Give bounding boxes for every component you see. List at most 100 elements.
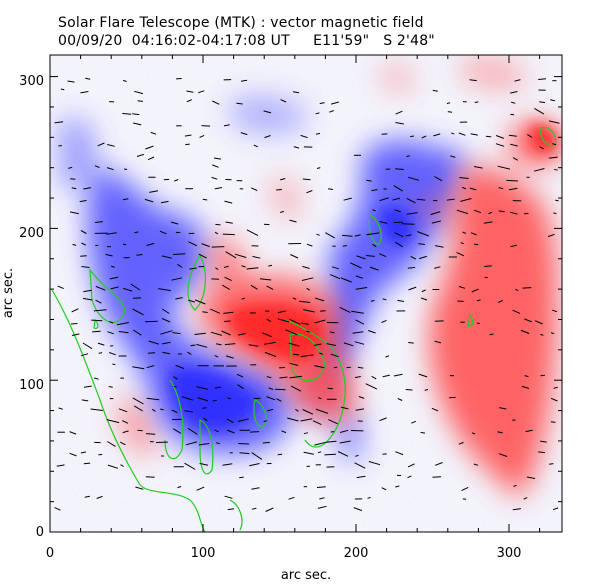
field-vector: [352, 331, 364, 334]
field-vector: [223, 311, 234, 314]
field-vector: [510, 91, 518, 94]
field-vector: [214, 354, 219, 358]
field-vector: [431, 407, 439, 412]
field-vector: [473, 209, 482, 214]
x-tick-0: 0: [46, 546, 54, 561]
field-vector: [401, 223, 415, 225]
field-vector: [250, 284, 258, 290]
field-vector: [83, 289, 92, 293]
field-vector: [525, 429, 533, 433]
field-vector: [136, 153, 144, 157]
field-vector: [160, 330, 173, 335]
field-vector: [379, 197, 389, 202]
field-vector: [119, 441, 126, 446]
field-vector: [159, 230, 167, 235]
field-vector: [238, 333, 246, 336]
plot-frame: [49, 54, 563, 533]
field-vector: [69, 211, 79, 215]
field-vector: [212, 100, 220, 105]
field-vector: [317, 505, 327, 509]
field-vector: [397, 299, 405, 302]
field-vector: [339, 306, 351, 314]
field-vector: [122, 113, 132, 115]
field-vector: [72, 243, 77, 246]
field-vector: [327, 387, 333, 390]
field-vector: [274, 388, 286, 391]
field-vector: [187, 427, 198, 435]
field-vector: [94, 165, 100, 168]
field-vector: [109, 352, 116, 356]
x-tick-200: 200: [344, 546, 369, 561]
field-vector: [91, 319, 103, 322]
field-vector: [185, 441, 198, 446]
field-vector: [356, 475, 366, 479]
field-vector: [222, 463, 233, 466]
field-vector: [329, 331, 335, 334]
field-vector: [213, 157, 221, 160]
field-vector: [319, 352, 324, 355]
field-vector: [393, 373, 403, 377]
field-vectors: [54, 77, 560, 512]
field-vector: [524, 318, 532, 323]
y-tick-100: 100: [19, 378, 44, 393]
field-vector: [130, 283, 141, 291]
field-vector: [302, 409, 314, 415]
field-vector: [107, 441, 116, 447]
field-vector: [469, 79, 477, 82]
axis-ticks: [49, 55, 562, 533]
field-vector: [203, 417, 208, 422]
field-vector: [539, 101, 546, 104]
field-vector: [314, 343, 322, 346]
field-vector: [289, 219, 297, 223]
field-vector: [508, 134, 517, 137]
field-vector: [460, 242, 464, 245]
field-vector: [225, 251, 237, 259]
field-vector: [210, 331, 223, 336]
field-vector: [276, 189, 282, 191]
field-vector: [145, 476, 155, 478]
field-vector: [395, 485, 400, 488]
field-vector: [548, 156, 558, 159]
field-vector: [355, 454, 359, 457]
field-vector: [343, 342, 354, 347]
field-vector: [301, 322, 309, 325]
field-vector: [378, 253, 387, 258]
field-vector: [449, 155, 456, 158]
field-vector: [81, 399, 89, 402]
field-vector: [315, 132, 321, 135]
field-vector: [315, 408, 329, 414]
field-vector: [498, 187, 504, 190]
field-vector: [268, 387, 274, 390]
field-vector: [171, 277, 183, 281]
field-vector: [223, 124, 230, 127]
field-vector: [264, 341, 276, 345]
field-vector: [498, 453, 508, 457]
field-vector: [495, 143, 505, 147]
field-vector: [382, 298, 387, 301]
field-vector: [408, 286, 417, 291]
field-vector: [215, 223, 221, 226]
field-vector: [174, 179, 179, 182]
field-vector: [488, 211, 493, 215]
title-line-2: 00/09/20 04:16:02-04:17:08 UT E11'59" S …: [58, 33, 435, 49]
field-vector: [177, 263, 183, 268]
field-vector: [234, 253, 247, 258]
y-tick-300: 300: [19, 74, 44, 89]
field-vector: [80, 91, 89, 94]
field-vector: [83, 462, 91, 465]
field-vector: [553, 168, 558, 171]
field-vector: [471, 288, 479, 293]
field-vector: [431, 220, 442, 224]
field-vector: [277, 318, 290, 323]
field-vector: [371, 375, 377, 380]
field-vector: [410, 255, 417, 260]
field-vector: [132, 397, 144, 405]
field-vector: [145, 145, 154, 150]
x-tick-100: 100: [191, 546, 216, 561]
field-vector: [54, 121, 64, 124]
field-vector: [93, 377, 99, 380]
field-vector: [319, 497, 325, 500]
field-vector: [186, 99, 193, 103]
field-vector: [314, 441, 326, 446]
field-vector: [555, 199, 559, 202]
